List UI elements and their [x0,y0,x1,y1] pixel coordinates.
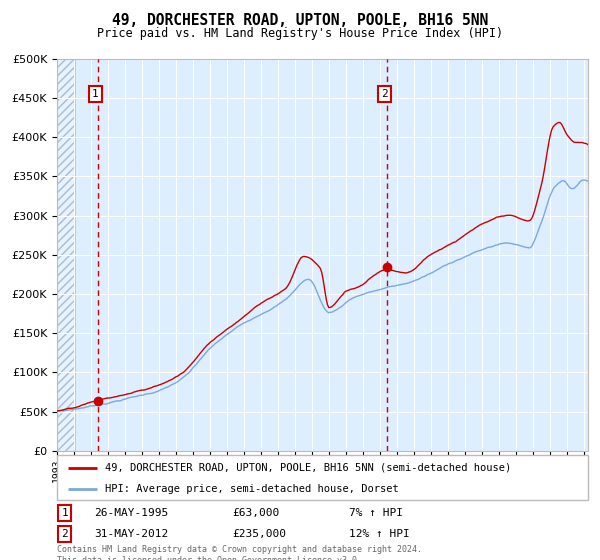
Text: HPI: Average price, semi-detached house, Dorset: HPI: Average price, semi-detached house,… [105,484,398,494]
Text: £63,000: £63,000 [232,508,280,518]
FancyBboxPatch shape [57,455,588,500]
Text: 2: 2 [381,89,388,99]
Text: 49, DORCHESTER ROAD, UPTON, POOLE, BH16 5NN: 49, DORCHESTER ROAD, UPTON, POOLE, BH16 … [112,13,488,28]
Text: Contains HM Land Registry data © Crown copyright and database right 2024.
This d: Contains HM Land Registry data © Crown c… [57,545,422,560]
Text: Price paid vs. HM Land Registry's House Price Index (HPI): Price paid vs. HM Land Registry's House … [97,27,503,40]
Text: 7% ↑ HPI: 7% ↑ HPI [349,508,403,518]
Text: 12% ↑ HPI: 12% ↑ HPI [349,529,410,539]
Text: 26-MAY-1995: 26-MAY-1995 [94,508,169,518]
Text: 31-MAY-2012: 31-MAY-2012 [94,529,169,539]
Text: 49, DORCHESTER ROAD, UPTON, POOLE, BH16 5NN (semi-detached house): 49, DORCHESTER ROAD, UPTON, POOLE, BH16 … [105,463,511,473]
Text: 2: 2 [62,529,68,539]
Text: £235,000: £235,000 [232,529,286,539]
Text: 1: 1 [62,508,68,518]
Text: 1: 1 [92,89,99,99]
